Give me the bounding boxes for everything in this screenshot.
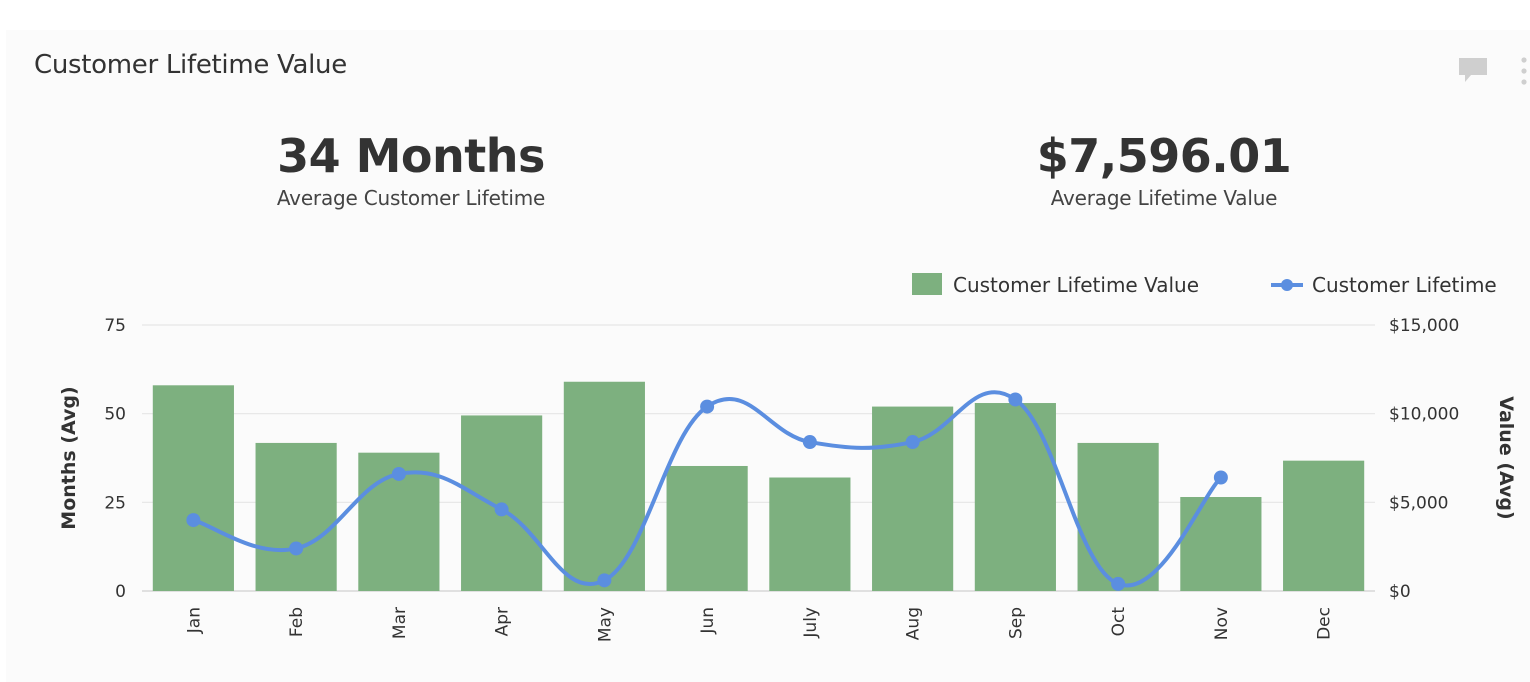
left-axis-title: Months (Avg) bbox=[58, 386, 80, 529]
left-tick-label: 75 bbox=[104, 316, 126, 336]
kpi-value: 34 Months bbox=[277, 129, 545, 183]
legend-swatch-bar bbox=[912, 273, 942, 295]
x-tick-label: Oct bbox=[1109, 607, 1129, 637]
x-tick-label: July bbox=[801, 607, 821, 639]
line-path bbox=[191, 390, 1223, 588]
line-point bbox=[494, 502, 509, 517]
line-point bbox=[700, 399, 715, 414]
legend-label-line[interactable]: Customer Lifetime bbox=[1312, 273, 1497, 297]
bar bbox=[1180, 497, 1262, 591]
left-tick-label: 50 bbox=[104, 405, 126, 425]
kpi-average-lifetime: 34 Months Average Customer Lifetime bbox=[151, 128, 671, 210]
line-series bbox=[186, 390, 1228, 591]
bar bbox=[974, 403, 1056, 591]
bar bbox=[872, 406, 954, 591]
right-tick-label: $10,000 bbox=[1389, 405, 1459, 425]
line-point bbox=[597, 573, 612, 588]
kpi-label: Average Lifetime Value bbox=[1050, 186, 1278, 210]
line-point bbox=[289, 541, 304, 556]
legend[interactable]: Customer Lifetime Value Customer Lifetim… bbox=[912, 273, 1497, 297]
bar bbox=[1283, 460, 1365, 591]
right-tick-label: $0 bbox=[1389, 582, 1411, 602]
x-tick-label: Feb bbox=[287, 607, 307, 637]
x-tick-label: Dec bbox=[1315, 607, 1335, 640]
legend-swatch-marker bbox=[1281, 279, 1293, 291]
left-tick-label: 25 bbox=[104, 493, 126, 513]
bar bbox=[563, 381, 645, 591]
kpi-value: $7,596.01 bbox=[1036, 129, 1292, 183]
x-tick-label: Sep bbox=[1006, 607, 1026, 639]
line-point bbox=[186, 513, 201, 528]
x-tick-label: Jun bbox=[698, 607, 718, 635]
line-point bbox=[1213, 470, 1228, 485]
bar bbox=[255, 442, 337, 591]
legend-label-bar[interactable]: Customer Lifetime Value bbox=[953, 273, 1199, 297]
card-title: Customer Lifetime Value bbox=[34, 50, 347, 80]
right-tick-label: $5,000 bbox=[1389, 493, 1448, 513]
line-point bbox=[1111, 576, 1126, 591]
bar bbox=[666, 465, 748, 591]
comment-icon[interactable] bbox=[1457, 56, 1489, 84]
line-point bbox=[391, 466, 406, 481]
kpi-average-value: $7,596.01 Average Lifetime Value bbox=[904, 128, 1424, 210]
x-tick-label: Apr bbox=[493, 607, 513, 636]
line-point bbox=[802, 435, 817, 450]
kpi-label: Average Customer Lifetime bbox=[276, 186, 546, 210]
line-point bbox=[905, 435, 920, 450]
left-tick-label: 0 bbox=[115, 582, 126, 602]
more-vertical-icon[interactable] bbox=[1518, 55, 1530, 87]
x-tick-label: Jan bbox=[184, 607, 204, 634]
x-tick-label: Aug bbox=[904, 607, 924, 640]
bar bbox=[152, 385, 234, 591]
x-tick-label: Mar bbox=[390, 607, 410, 639]
bar bbox=[769, 477, 851, 591]
x-tick-label: May bbox=[595, 607, 615, 642]
bar bbox=[1077, 442, 1159, 591]
right-axis-title: Value (Avg) bbox=[1495, 396, 1517, 519]
x-tick-label: Nov bbox=[1212, 607, 1232, 640]
axes: 0 25 50 75 $0 $5,000 $10,000 $15,000 Jan Feb Mar Ap… bbox=[104, 316, 1459, 642]
right-tick-label: $15,000 bbox=[1389, 316, 1459, 336]
line-point bbox=[1008, 392, 1023, 407]
